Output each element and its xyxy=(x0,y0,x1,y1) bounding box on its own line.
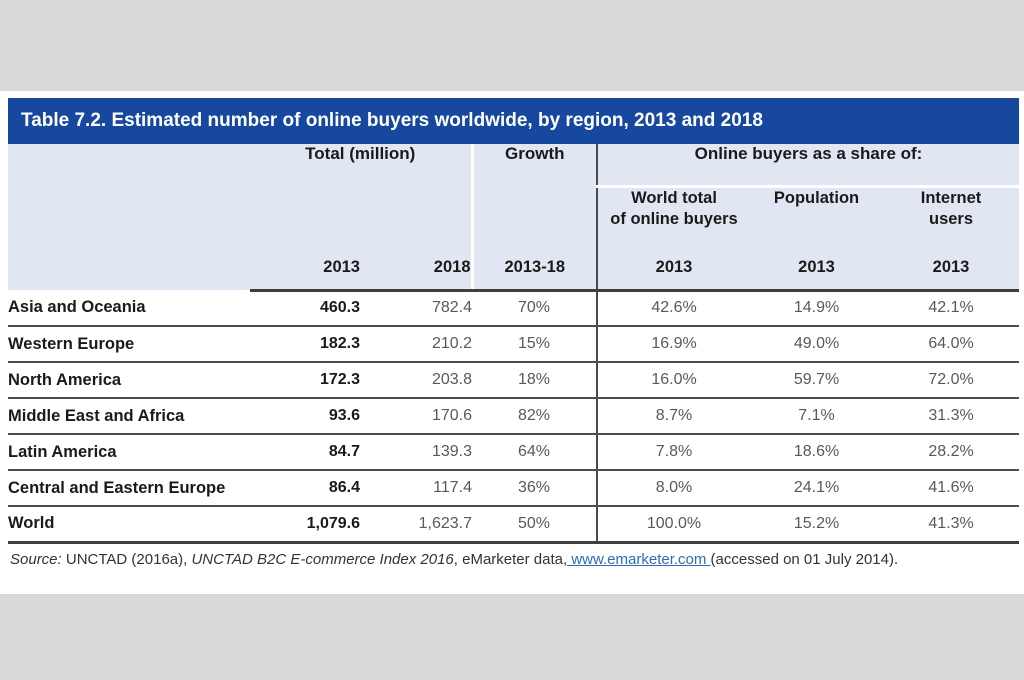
cell-total-2013: 1,079.6 xyxy=(250,506,360,544)
year-header-total-2018: 2018 xyxy=(360,246,473,292)
cell-share-population: 59.7% xyxy=(750,362,884,399)
cell-growth: 64% xyxy=(472,434,598,471)
cell-share-internet: 42.1% xyxy=(883,290,1020,327)
cell-share-population: 7.1% xyxy=(750,398,884,435)
cell-share-world: 7.8% xyxy=(596,434,751,471)
cell-total-2013: 182.3 xyxy=(250,326,360,363)
source-label: Source: xyxy=(10,550,62,568)
cell-region: Central and Eastern Europe xyxy=(8,470,250,507)
cell-share-world: 16.0% xyxy=(596,362,751,399)
table-header: Total (million) Growth Online buyers as … xyxy=(8,144,1020,292)
cell-share-internet: 41.3% xyxy=(883,506,1020,544)
cell-total-2018: 170.6 xyxy=(360,398,473,435)
cell-total-2018: 782.4 xyxy=(360,290,473,327)
year-header-share-population: 2013 xyxy=(750,246,884,292)
year-header-growth: 2013-18 xyxy=(470,246,598,292)
year-header-share-internet: 2013 xyxy=(883,246,1020,292)
year-header-share-world: 2013 xyxy=(596,246,751,292)
cell-total-2018: 1,623.7 xyxy=(360,506,473,544)
cell-share-world: 42.6% xyxy=(596,290,751,327)
cell-share-world: 8.7% xyxy=(596,398,751,435)
cell-region: Latin America xyxy=(8,434,250,471)
column-header-world-total: World total of online buyers xyxy=(596,186,751,246)
document-page: Table 7.2. Estimated number of online bu… xyxy=(8,98,1020,568)
table-body: Asia and Oceania 460.3 782.4 70% 42.6% 1… xyxy=(8,290,1020,544)
column-header-region-empty xyxy=(8,144,250,290)
cell-total-2018: 117.4 xyxy=(360,470,473,507)
cell-growth: 36% xyxy=(472,470,598,507)
year-header-total-2013: 2013 xyxy=(250,246,360,292)
cell-share-population: 14.9% xyxy=(750,290,884,327)
cell-region: World xyxy=(8,506,250,544)
emarketer-link[interactable]: www.emarketer.com xyxy=(567,550,711,568)
cell-share-population: 18.6% xyxy=(750,434,884,471)
cell-total-2018: 139.3 xyxy=(360,434,473,471)
column-header-world-total-line1: World total xyxy=(631,188,717,207)
cell-share-internet: 28.2% xyxy=(883,434,1020,471)
table-row-world-total: World 1,079.6 1,623.7 50% 100.0% 15.2% 4… xyxy=(8,506,1020,544)
cell-total-2013: 86.4 xyxy=(250,470,360,507)
cell-total-2013: 93.6 xyxy=(250,398,360,435)
cell-region: Asia and Oceania xyxy=(8,290,250,327)
cell-region: Western Europe xyxy=(8,326,250,363)
column-header-total-million: Total (million) xyxy=(250,144,473,246)
cell-total-2013: 460.3 xyxy=(250,290,360,327)
cell-share-internet: 72.0% xyxy=(883,362,1020,399)
column-header-internet-line1: Internet xyxy=(920,188,982,207)
column-header-growth: Growth xyxy=(470,144,598,246)
column-header-world-total-line2: of online buyers xyxy=(610,209,738,228)
online-buyers-table: Total (million) Growth Online buyers as … xyxy=(8,144,1020,544)
column-header-population: Population xyxy=(750,186,884,246)
cell-total-2018: 203.8 xyxy=(360,362,473,399)
table-title-bar: Table 7.2. Estimated number of online bu… xyxy=(8,98,1019,144)
source-text-3: (accessed on 01 July 2014). xyxy=(710,550,899,568)
table-row: North America 172.3 203.8 18% 16.0% 59.7… xyxy=(8,362,1020,399)
cell-share-population: 24.1% xyxy=(750,470,884,507)
column-header-internet-line2: users xyxy=(929,209,974,228)
cell-total-2013: 172.3 xyxy=(250,362,360,399)
cell-share-world: 8.0% xyxy=(596,470,751,507)
cell-total-2013: 84.7 xyxy=(250,434,360,471)
cell-growth: 15% xyxy=(472,326,598,363)
source-note: Source: UNCTAD (2016a), UNCTAD B2C E-com… xyxy=(8,544,1019,568)
table-row: Middle East and Africa 93.6 170.6 82% 8.… xyxy=(8,398,1020,435)
cell-region: North America xyxy=(8,362,250,399)
cell-growth: 70% xyxy=(472,290,598,327)
cell-share-internet: 31.3% xyxy=(883,398,1020,435)
table-row: Latin America 84.7 139.3 64% 7.8% 18.6% … xyxy=(8,434,1020,471)
table-title: Table 7.2. Estimated number of online bu… xyxy=(21,110,763,131)
cell-share-population: 15.2% xyxy=(750,506,884,544)
column-header-internet-users: Internet users xyxy=(883,186,1020,246)
table-row: Central and Eastern Europe 86.4 117.4 36… xyxy=(8,470,1020,507)
cell-region: Middle East and Africa xyxy=(8,398,250,435)
cell-growth: 50% xyxy=(472,506,598,544)
pdf-viewer-bottom-margin xyxy=(0,594,1024,680)
source-text-2: , eMarketer data, xyxy=(453,550,568,568)
source-text-1: UNCTAD (2016a), xyxy=(61,550,192,568)
cell-share-world: 100.0% xyxy=(596,506,751,544)
table-row: Western Europe 182.3 210.2 15% 16.9% 49.… xyxy=(8,326,1020,363)
table-row: Asia and Oceania 460.3 782.4 70% 42.6% 1… xyxy=(8,290,1020,327)
source-report-title: UNCTAD B2C E-commerce Index 2016 xyxy=(191,550,454,568)
cell-share-internet: 41.6% xyxy=(883,470,1020,507)
pdf-viewer-top-margin xyxy=(0,0,1024,91)
column-header-share-group: Online buyers as a share of: xyxy=(596,144,1020,188)
cell-share-internet: 64.0% xyxy=(883,326,1020,363)
cell-share-population: 49.0% xyxy=(750,326,884,363)
cell-share-world: 16.9% xyxy=(596,326,751,363)
cell-growth: 82% xyxy=(472,398,598,435)
cell-total-2018: 210.2 xyxy=(360,326,473,363)
cell-growth: 18% xyxy=(472,362,598,399)
